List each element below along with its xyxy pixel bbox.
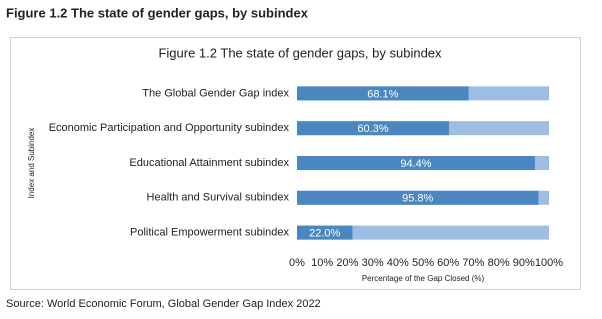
x-tick-label: 30% bbox=[362, 257, 384, 269]
y-tick-label: Health and Survival subindex bbox=[147, 192, 290, 204]
x-tick-label: 10% bbox=[311, 257, 333, 269]
value-label: 22.0% bbox=[309, 228, 340, 240]
chart-title: Figure 1.2 The state of gender gaps, by … bbox=[158, 45, 442, 60]
x-tick-label: 80% bbox=[488, 257, 510, 269]
bar bbox=[297, 86, 469, 101]
x-tick-label: 70% bbox=[462, 257, 484, 269]
x-axis-title: Percentage of the Gap Closed (%) bbox=[362, 274, 485, 283]
y-tick-label: Economic Participation and Opportunity s… bbox=[49, 122, 290, 134]
y-tick-label: The Global Gender Gap index bbox=[142, 87, 289, 99]
x-tick-label: 0% bbox=[289, 257, 305, 269]
value-label: 60.3% bbox=[357, 123, 388, 135]
bar bbox=[297, 190, 539, 205]
value-label: 68.1% bbox=[367, 88, 398, 100]
x-tick-label: 100% bbox=[535, 257, 563, 269]
x-tick-label: 60% bbox=[437, 257, 459, 269]
bar bbox=[297, 225, 353, 240]
y-axis-title: Index and Subindex bbox=[27, 128, 36, 199]
x-tick-label: 40% bbox=[387, 257, 409, 269]
x-tick-label: 20% bbox=[336, 257, 358, 269]
source-note: Source: World Economic Forum, Global Gen… bbox=[6, 298, 321, 310]
bar bbox=[297, 156, 535, 170]
y-tick-label: Political Empowerment subindex bbox=[130, 227, 289, 239]
value-label: 95.8% bbox=[402, 193, 433, 205]
bar-track bbox=[297, 225, 549, 240]
y-tick-label: Educational Attainment subindex bbox=[129, 157, 289, 169]
bar bbox=[297, 121, 449, 136]
figure-heading: Figure 1.2 The state of gender gaps, by … bbox=[6, 5, 309, 20]
value-label: 94.4% bbox=[400, 158, 431, 170]
x-tick-label: 90% bbox=[513, 257, 535, 269]
x-tick-label: 50% bbox=[412, 257, 434, 269]
